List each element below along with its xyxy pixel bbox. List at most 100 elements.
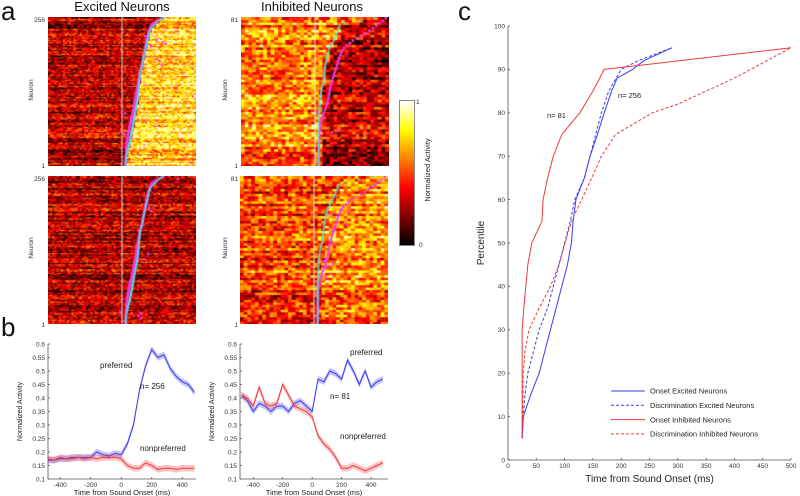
colorbar (399, 100, 415, 246)
y-tick-label: 70 (498, 154, 506, 161)
x-tick-label: 400 (729, 463, 740, 470)
y-tick-label: 50 (498, 240, 506, 247)
y-tick-label: 0.1 (228, 476, 237, 483)
x-axis-label: Time from Sound Onset (ms) (74, 488, 171, 496)
heatmap-inhibited-nonpreferred (240, 176, 388, 324)
x-axis-label: Time from Sound Onset (ms) (585, 474, 714, 485)
nonpreferred-error-band (48, 454, 195, 473)
y-tick-label: 0.35 (32, 409, 45, 416)
y-tick-label: 0.45 (224, 382, 237, 389)
axis-lines (239, 344, 388, 480)
x-tick-label: 400 (366, 482, 377, 489)
x-tick-label: 0 (506, 463, 510, 470)
y-axis-label: Percentile (476, 220, 487, 265)
x-tick-label: 200 (146, 482, 157, 489)
series-discrimination-excited-neurons (521, 47, 673, 439)
ex-top-n-max: 256 (34, 17, 45, 24)
y-tick-label: 0.4 (228, 395, 237, 402)
y-axis-label: Normalized Activity (17, 381, 24, 441)
y-tick-label: 0.5 (36, 368, 45, 375)
in-bot-n-max: 81 (231, 176, 239, 183)
x-axis-label: Time from Sound Onset (ms) (266, 488, 363, 496)
y-tick-label: 0.6 (36, 341, 45, 348)
annotation-nonpreferred: nonpreferred (340, 432, 386, 441)
y-tick-label: 0.15 (32, 463, 45, 470)
y-tick-label: 0.25 (224, 436, 237, 443)
y-tick-label: 0.6 (228, 341, 237, 348)
x-tick-label: 200 (616, 463, 627, 470)
y-axis-label: Normalized Activity (209, 381, 216, 441)
legend-label: Onset Excited Neurons (650, 387, 727, 396)
y-tick-label: 0.5 (228, 368, 237, 375)
y-tick-label: 0.1 (36, 476, 45, 483)
y-tick-label: 10 (498, 414, 506, 421)
x-tick-label: -200 (84, 482, 97, 489)
y-tick-label: 40 (498, 284, 506, 291)
heatmap-inhibited-preferred (241, 17, 389, 166)
panel-label-c: c (458, 0, 471, 26)
nonpreferred-trace (241, 383, 384, 472)
y-tick-label: 0.4 (36, 395, 45, 402)
x-tick-label: 350 (701, 463, 712, 470)
y-tick-label: 0.55 (224, 355, 237, 362)
x-tick-label: 250 (644, 463, 655, 470)
y-tick-label: 30 (498, 327, 506, 334)
preferred-trace (48, 348, 195, 461)
heatmap-excited-nonpreferred (48, 176, 196, 324)
series-onset-excited-neurons (521, 47, 673, 439)
panel-label-b: b (1, 312, 15, 342)
heatmap-excited-preferred (48, 17, 196, 166)
in-bot-n-min: 1 (234, 322, 238, 329)
ex-bot-ylabel: Neuron (28, 237, 35, 259)
ex-bot-n-max: 256 (34, 176, 45, 183)
y-tick-label: 0.2 (228, 449, 237, 456)
in-top-n-min: 1 (234, 163, 238, 170)
series-onset-inhibited-neurons (521, 47, 792, 439)
y-tick-label: 20 (498, 371, 506, 378)
x-tick-label: 100 (559, 463, 570, 470)
nonpreferred-error-band (241, 381, 383, 475)
annotation-n-excited: n= 256 (618, 91, 641, 100)
x-tick-label: 0 (310, 482, 314, 489)
ex-top-n-min: 1 (41, 163, 45, 170)
legend-label: Discrimination Inhibited Neurons (650, 430, 758, 439)
annotation-n: n= 256 (140, 382, 165, 391)
ex-top-ylabel: Neuron (28, 79, 35, 101)
colorbar-min: 0 (419, 242, 423, 249)
in-bot-ylabel: Neuron (222, 237, 229, 259)
x-tick-label: 50 (533, 463, 541, 470)
y-tick-label: 90 (498, 67, 506, 74)
nonpreferred-trace (47, 456, 195, 471)
y-tick-label: 60 (498, 197, 506, 204)
legend-label: Onset Inhibited Neurons (650, 415, 731, 424)
x-tick-label: 300 (672, 463, 683, 470)
colorbar-label: Normalized Activity (423, 138, 432, 202)
legend-label: Discrimination Excited Neurons (650, 401, 754, 410)
preferred-error-band (241, 356, 383, 415)
y-tick-label: 0 (501, 457, 505, 464)
ex-bot-n-min: 1 (41, 322, 45, 329)
x-tick-label: 450 (757, 463, 768, 470)
x-tick-label: 500 (786, 463, 797, 470)
x-tick-label: 150 (587, 463, 598, 470)
series-discrimination-inhibited-neurons (521, 47, 792, 439)
y-tick-label: 0.45 (32, 382, 45, 389)
title-inhibited: Inhibited Neurons (261, 0, 363, 14)
y-tick-label: 0.3 (228, 422, 237, 429)
x-tick-label: -400 (247, 482, 260, 489)
y-tick-label: 0.3 (36, 422, 45, 429)
annotation-preferred: preferred (350, 348, 382, 357)
in-top-ylabel: Neuron (222, 79, 229, 101)
x-tick-label: 0 (119, 482, 123, 489)
preferred-trace (241, 358, 384, 413)
y-tick-label: 0.15 (224, 463, 237, 470)
in-top-n-max: 81 (231, 17, 239, 24)
x-tick-label: -200 (276, 482, 289, 489)
y-tick-label: 100 (494, 23, 505, 30)
x-tick-label: -400 (54, 482, 67, 489)
colorbar-max: 1 (416, 99, 420, 106)
x-tick-label: 400 (177, 482, 188, 489)
y-tick-label: 80 (498, 110, 506, 117)
